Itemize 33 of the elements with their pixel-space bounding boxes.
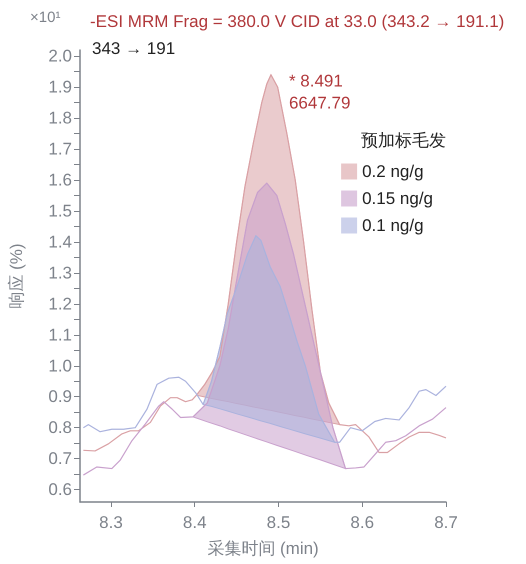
y-tick-label: 1.7 xyxy=(48,140,72,159)
x-tick-label: 8.6 xyxy=(350,513,374,532)
y-tick-label: 1.4 xyxy=(48,232,72,252)
legend-title: 预加标毛发 xyxy=(361,131,446,150)
line-series xyxy=(82,182,447,476)
y-tick-label: 0.9 xyxy=(48,387,72,406)
x-tick-label: 8.4 xyxy=(182,513,207,532)
x-tick-label: 8.7 xyxy=(434,513,458,532)
y-tick-label: 0.7 xyxy=(48,449,72,468)
y-tick-label: 0.8 xyxy=(48,418,72,438)
x-tick-label: 8.5 xyxy=(266,513,290,532)
y-tick-label: 1.3 xyxy=(48,263,72,282)
line-series xyxy=(82,74,447,454)
y-tick-label: 1.8 xyxy=(48,108,72,128)
annotation: 343 → 191 xyxy=(92,39,176,58)
y-tick-label: 1.5 xyxy=(48,201,72,220)
chart-title: -ESI MRM Frag = 380.0 V CID at 33.0 (343.2 → 191.1) xyxy=(90,12,504,31)
x-tick-label: 8.3 xyxy=(99,513,123,532)
x-axis-title: 采集时间 (min) xyxy=(207,539,319,558)
y-axis-title: 响应 (%) xyxy=(7,243,26,309)
legend-label: 0.1 ng/g xyxy=(362,216,424,235)
line-series xyxy=(82,235,447,443)
y-tick-label: 1.2 xyxy=(48,294,72,314)
y-tick-label: 1.9 xyxy=(48,78,72,97)
y-tick-label: 1.6 xyxy=(48,170,72,190)
legend-label: 0.15 ng/g xyxy=(362,189,434,208)
annotation: * 8.491 6647.79 xyxy=(288,71,350,112)
y-tick-label: 1.0 xyxy=(48,356,72,376)
legend-label: 0.2 ng/g xyxy=(362,162,424,181)
y-tick-label: 2.0 xyxy=(48,46,72,66)
text: ×10¹ xyxy=(30,9,60,26)
y-tick-label: 0.6 xyxy=(48,480,72,500)
y-tick-label: 1.1 xyxy=(48,325,72,344)
